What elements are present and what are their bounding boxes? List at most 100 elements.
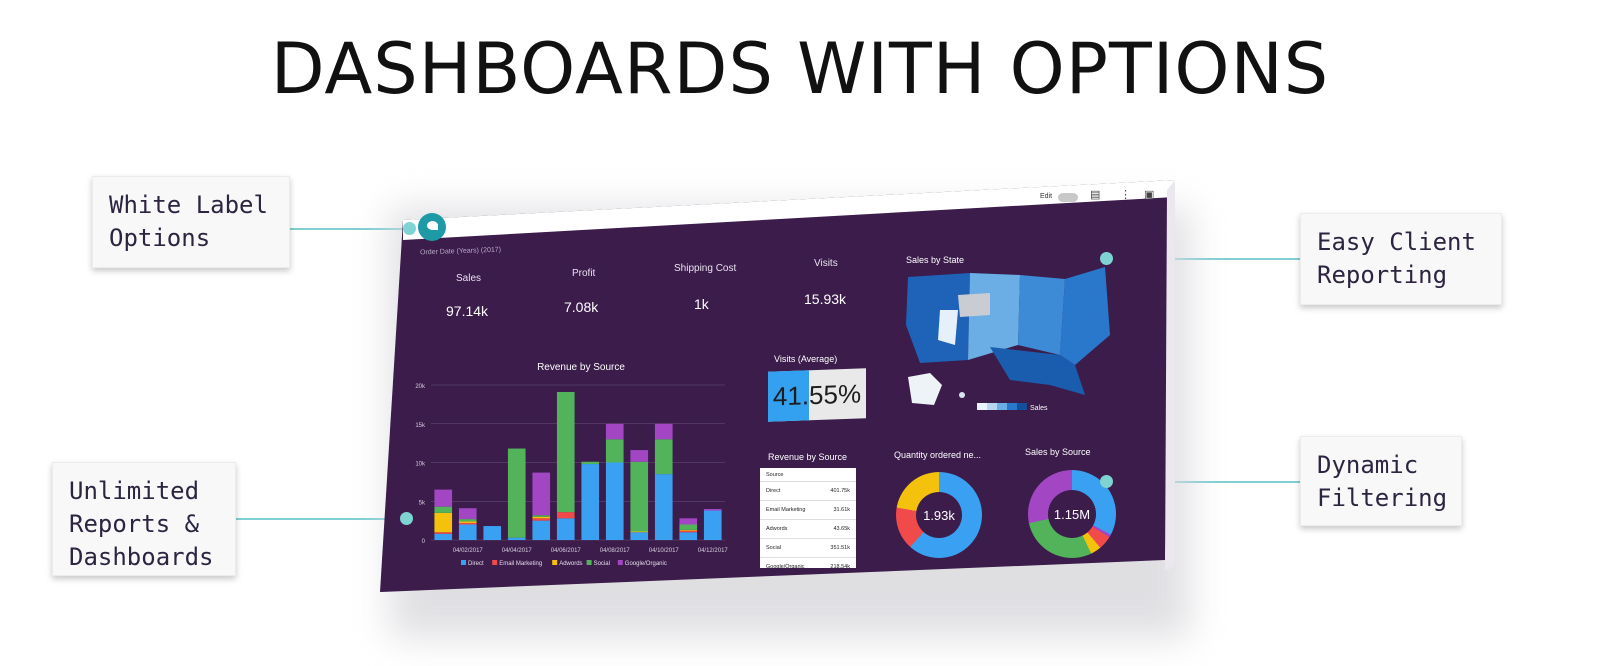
map-south-region[interactable] <box>990 347 1085 395</box>
bar-segment-google_organic[interactable] <box>654 423 673 440</box>
table-cell-value: 401.75k <box>830 488 850 494</box>
map-light-state[interactable] <box>938 310 958 345</box>
visits-avg-gauge: 41.55% <box>768 368 866 422</box>
kpi-profit-value: 7.08k <box>564 299 599 315</box>
bar-segment-google_organic[interactable] <box>703 509 722 511</box>
legend-swatch <box>461 560 466 565</box>
bar-segment-google_organic[interactable] <box>434 489 453 507</box>
donut-sales-title: Sales by Source <box>1025 447 1091 457</box>
map-highlight-state[interactable] <box>958 293 990 317</box>
x-tick-label: 04/10/2017 <box>649 548 680 554</box>
bar-segment-direct[interactable] <box>630 532 649 540</box>
bar-segment-google_organic[interactable] <box>458 508 477 520</box>
table-cell-value: 43.65k <box>833 526 850 532</box>
legend-label: Social <box>594 561 610 567</box>
bar-segment-direct[interactable] <box>458 524 477 541</box>
bar-segment-direct[interactable] <box>556 518 575 540</box>
y-tick-label: 10k <box>415 462 426 468</box>
map-alaska[interactable] <box>908 373 942 405</box>
bar-segment-direct[interactable] <box>654 474 673 540</box>
connector-unlimited <box>236 518 404 520</box>
donut-quantity-title: Quantity ordered ne... <box>894 450 982 460</box>
donut-sales-center: 1.15M <box>1048 490 1096 538</box>
map-west-region[interactable] <box>906 273 970 363</box>
table-row[interactable]: Social 351.51k <box>760 538 856 557</box>
bar-segment-social[interactable] <box>605 439 624 463</box>
bar-segment-email_marketing[interactable] <box>458 522 477 525</box>
callout-dynamic: Dynamic Filtering <box>1300 436 1462 526</box>
kpi-sales-value: 97.14k <box>446 303 489 319</box>
map-hawaii[interactable] <box>959 392 965 398</box>
bar-segment-google_organic[interactable] <box>605 423 624 440</box>
map-central-region[interactable] <box>1018 275 1065 355</box>
bar-segment-google_organic[interactable] <box>630 450 649 462</box>
table-row[interactable]: Google/Organic 218.54k <box>760 557 856 576</box>
bar-segment-adwords[interactable] <box>434 512 453 533</box>
save-icon[interactable]: ▣ <box>1144 189 1155 201</box>
map-legend-1 <box>977 403 987 410</box>
callout-white-label: White Label Options <box>92 176 290 268</box>
bar-segment-social[interactable] <box>556 391 575 513</box>
table-cell-source: Email Marketing <box>766 507 806 513</box>
bar-segment-direct[interactable] <box>532 520 551 540</box>
bar-segment-adwords[interactable] <box>679 529 698 531</box>
bar-segment-social[interactable] <box>507 448 526 538</box>
bar-segment-social[interactable] <box>581 461 600 465</box>
brand-logo-icon[interactable] <box>418 213 446 241</box>
bar-segment-google_organic[interactable] <box>532 472 551 516</box>
table-row[interactable]: Adwords 43.65k <box>760 519 856 538</box>
bar-segment-adwords[interactable] <box>532 516 551 519</box>
legend-label: Adwords <box>559 561 582 567</box>
table-cell-value: 218.54k <box>830 564 850 570</box>
y-tick-label: 15k <box>415 423 426 429</box>
bar-segment-adwords[interactable] <box>458 521 477 523</box>
bar-segment-direct[interactable] <box>507 537 526 540</box>
table-row[interactable]: Email Marketing 31.61k <box>760 500 856 519</box>
edit-label: Edit <box>1040 193 1053 200</box>
revenue-table-title: Revenue by Source <box>768 452 848 462</box>
bar-segment-social[interactable] <box>458 519 477 522</box>
table-header: Source <box>760 468 856 481</box>
screen-edge <box>1165 180 1175 570</box>
table-cell-source: Direct <box>766 488 781 494</box>
bar-segment-social[interactable] <box>679 524 698 530</box>
visits-avg-title: Visits (Average) <box>774 354 838 364</box>
bar-segment-social[interactable] <box>532 515 551 517</box>
bar-segment-direct[interactable] <box>434 533 453 540</box>
bar-segment-email_marketing[interactable] <box>556 512 575 519</box>
legend-label: Google/Organic <box>625 561 667 567</box>
bar-segment-social[interactable] <box>630 461 649 532</box>
kpi-profit-label: Profit <box>572 268 596 279</box>
bar-segment-social[interactable] <box>434 506 453 513</box>
table-header-source: Source <box>766 471 784 478</box>
legend-swatch <box>492 560 498 565</box>
bar-segment-email_marketing[interactable] <box>679 530 698 533</box>
legend-label: Direct <box>468 561 484 567</box>
legend-label: Email Marketing <box>499 561 542 567</box>
kpi-shipping-value: 1k <box>694 296 709 312</box>
bar-segment-adwords[interactable] <box>630 531 649 533</box>
map-legend-3 <box>997 403 1007 410</box>
bar-segment-direct[interactable] <box>581 464 600 540</box>
bar-segment-social[interactable] <box>654 439 673 475</box>
kpi-visits-value: 15.93k <box>804 291 847 307</box>
table-row[interactable]: Direct 401.75k <box>760 481 856 500</box>
bar-segment-email_marketing[interactable] <box>434 532 453 534</box>
bar-segment-direct[interactable] <box>703 510 722 540</box>
bar-segment-direct[interactable] <box>605 462 624 541</box>
map-mountain-region[interactable] <box>968 273 1020 360</box>
callout-easy-client: Easy Client Reporting <box>1300 213 1502 305</box>
legend-swatch <box>617 560 623 565</box>
bar-segment-direct[interactable] <box>679 532 698 540</box>
edit-toggle[interactable] <box>1058 193 1078 202</box>
table-cell-source: Social <box>766 545 781 551</box>
donut-quantity[interactable]: 1.93k <box>896 472 982 558</box>
document-icon[interactable]: ▤ <box>1090 189 1101 201</box>
bar-segment-google_organic[interactable] <box>679 518 698 525</box>
bar-segment-direct[interactable] <box>483 526 502 540</box>
chart-title: Revenue by Source <box>537 362 625 373</box>
revenue-by-source-chart: Revenue by Source 0 5k 10k 15k 20k 04/02/201… <box>415 362 728 567</box>
more-options-icon[interactable]: ⋮ <box>1120 189 1131 201</box>
bar-segment-email_marketing[interactable] <box>532 518 551 521</box>
map-east-region[interactable] <box>1060 267 1110 365</box>
